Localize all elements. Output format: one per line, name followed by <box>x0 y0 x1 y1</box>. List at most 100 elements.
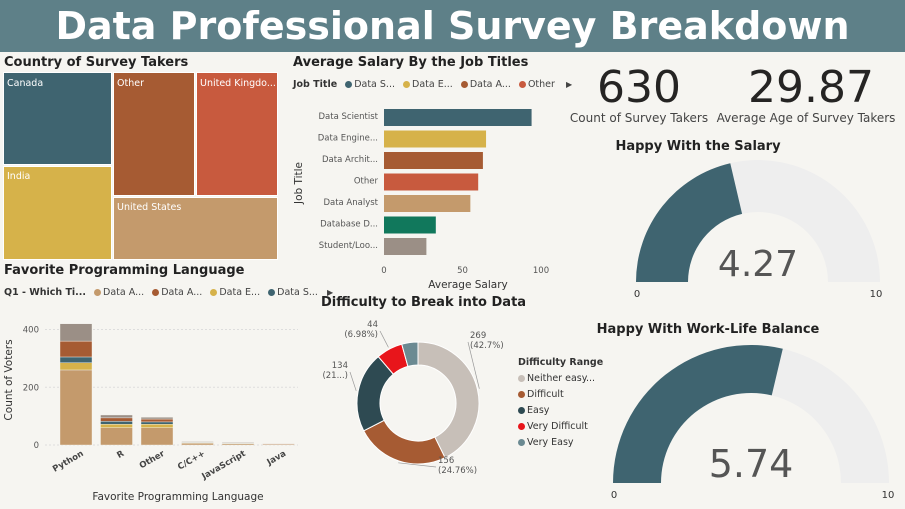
language-category-label: JavaScript <box>200 449 248 482</box>
donut-slice[interactable] <box>363 419 446 465</box>
language-bar-segment[interactable] <box>59 362 93 371</box>
language-bar-segment[interactable] <box>100 414 133 419</box>
language-bar-segment[interactable] <box>100 424 133 428</box>
language-bar-segment[interactable] <box>59 369 93 446</box>
kpi-count-value: 630 <box>597 62 681 113</box>
donut-data-label: 156 <box>438 456 454 466</box>
treemap-cell-canada[interactable] <box>3 72 112 165</box>
donut-legend-item[interactable]: Easy <box>518 405 603 416</box>
donut-legend-label: Very Easy <box>527 437 574 448</box>
donut-legend-label: Neither easy... <box>527 373 596 384</box>
salary-xtick: 50 <box>457 266 468 276</box>
language-ytick: 0 <box>34 441 39 451</box>
title-banner <box>0 0 905 52</box>
donut-legend-item[interactable]: Neither easy... <box>518 373 603 384</box>
salary-legend: Job Title Data S... Data E... Data A... … <box>293 79 572 90</box>
legend-dot <box>210 289 218 296</box>
language-bar-segment[interactable] <box>221 442 255 444</box>
salary-legend-item[interactable]: Data E... <box>412 79 453 90</box>
language-chart-title: Favorite Programming Language <box>4 263 245 278</box>
donut-data-label: 269 <box>470 331 486 341</box>
language-legend-item[interactable]: Data S... <box>277 287 318 298</box>
language-bar-segment[interactable] <box>100 421 133 425</box>
donut-legend-label: Very Difficult <box>527 421 588 432</box>
language-bar-segment[interactable] <box>140 424 174 428</box>
gauge-max-label: 10 <box>882 490 895 501</box>
treemap-cell-other[interactable] <box>113 72 195 196</box>
legend-dot <box>345 81 353 88</box>
donut-data-pct: (21...) <box>322 371 348 381</box>
treemap-label-uk: United Kingdo... <box>200 78 276 89</box>
donut-slice[interactable] <box>401 341 419 367</box>
treemap-label-india: India <box>7 171 31 182</box>
salary-bar[interactable] <box>384 130 487 148</box>
donut-legend-item[interactable]: Very Difficult <box>518 421 603 432</box>
legend-dot <box>518 407 525 414</box>
salary-legend-item[interactable]: Other <box>527 79 555 90</box>
language-bar-segment[interactable] <box>262 443 295 445</box>
language-ytick: 200 <box>23 383 39 393</box>
treemap-cell-india[interactable] <box>3 166 112 260</box>
salary-bar[interactable] <box>384 238 427 255</box>
language-bar-segment[interactable] <box>140 417 174 420</box>
treemap-label-canada: Canada <box>7 78 44 89</box>
donut-data-pct: (42.7%) <box>470 341 504 351</box>
donut-data-label: 134 <box>332 361 348 371</box>
language-legend: Q1 - Which Ti... Data A... Data A... Dat… <box>4 287 333 298</box>
legend-scroll-right-icon[interactable]: ▶ <box>565 80 573 89</box>
donut-data-pct: (24.76%) <box>438 466 477 476</box>
salary-bar[interactable] <box>384 152 483 169</box>
language-bar-segment[interactable] <box>181 443 214 446</box>
salary-bar[interactable] <box>384 109 532 126</box>
salary-category-label: Database D... <box>320 220 378 230</box>
language-bar-segment[interactable] <box>140 418 174 423</box>
gauge-value-label: 5.74 <box>709 442 794 486</box>
salary-ylabel: Job Title <box>293 162 305 205</box>
language-bar-segment[interactable] <box>100 427 133 446</box>
salary-category-label: Data Engine... <box>318 134 378 144</box>
language-bar-segment[interactable] <box>140 421 174 425</box>
legend-dot <box>268 289 276 296</box>
salary-bar[interactable] <box>384 216 436 234</box>
treemap-cell-uk[interactable] <box>196 72 278 196</box>
language-ytick: 400 <box>23 326 39 336</box>
legend-dot <box>152 289 160 296</box>
salary-gauge-title: Happy With the Salary <box>615 139 781 154</box>
language-legend-item[interactable]: Data A... <box>103 287 145 298</box>
gauge-min-label: 0 <box>611 490 617 501</box>
language-bar-segment[interactable] <box>100 417 133 422</box>
language-bar-segment[interactable] <box>59 340 93 358</box>
donut-leader-line <box>398 462 437 468</box>
donut-legend-item[interactable]: Very Easy <box>518 437 603 448</box>
language-bar-segment[interactable] <box>181 441 214 443</box>
donut-slice[interactable] <box>417 341 480 459</box>
language-legend-item[interactable]: Data A... <box>161 287 203 298</box>
salary-legend-item[interactable]: Data A... <box>469 79 511 90</box>
legend-dot <box>94 289 102 296</box>
salary-xtick: 100 <box>533 266 549 276</box>
legend-scroll-right-icon[interactable]: ▶ <box>326 288 334 297</box>
treemap-cell-us[interactable] <box>113 197 278 260</box>
kpi-age-value: 29.87 <box>748 62 874 113</box>
language-bar-segment[interactable] <box>59 323 93 342</box>
language-legend-title: Q1 - Which Ti... <box>4 287 87 298</box>
salary-bar[interactable] <box>384 195 471 212</box>
donut-data-pct: (6.98%) <box>344 330 378 340</box>
gauge-value-arc <box>613 345 783 483</box>
language-bar-segment[interactable] <box>59 356 93 363</box>
donut-legend-item[interactable]: Difficult <box>518 389 603 400</box>
salary-legend-item[interactable]: Data S... <box>354 79 395 90</box>
language-legend-item[interactable]: Data E... <box>219 287 261 298</box>
treemap-label-us: United States <box>117 202 182 213</box>
legend-dot <box>403 81 411 88</box>
salary-category-label: Data Scientist <box>319 112 379 122</box>
donut-leader-line <box>379 330 389 348</box>
difficulty-donut-chart: 269(42.7%) 156(24.76%) 134(21...) 44(6.98%) <box>322 320 504 476</box>
language-category-label: Python <box>51 449 85 475</box>
language-bar-segment[interactable] <box>140 427 174 446</box>
country-treemap: Canada Other United Kingdo... India Unit… <box>3 72 278 260</box>
donut-title: Difficulty to Break into Data <box>321 295 527 310</box>
donut-leader-line <box>349 371 357 391</box>
salary-bar[interactable] <box>384 173 479 191</box>
